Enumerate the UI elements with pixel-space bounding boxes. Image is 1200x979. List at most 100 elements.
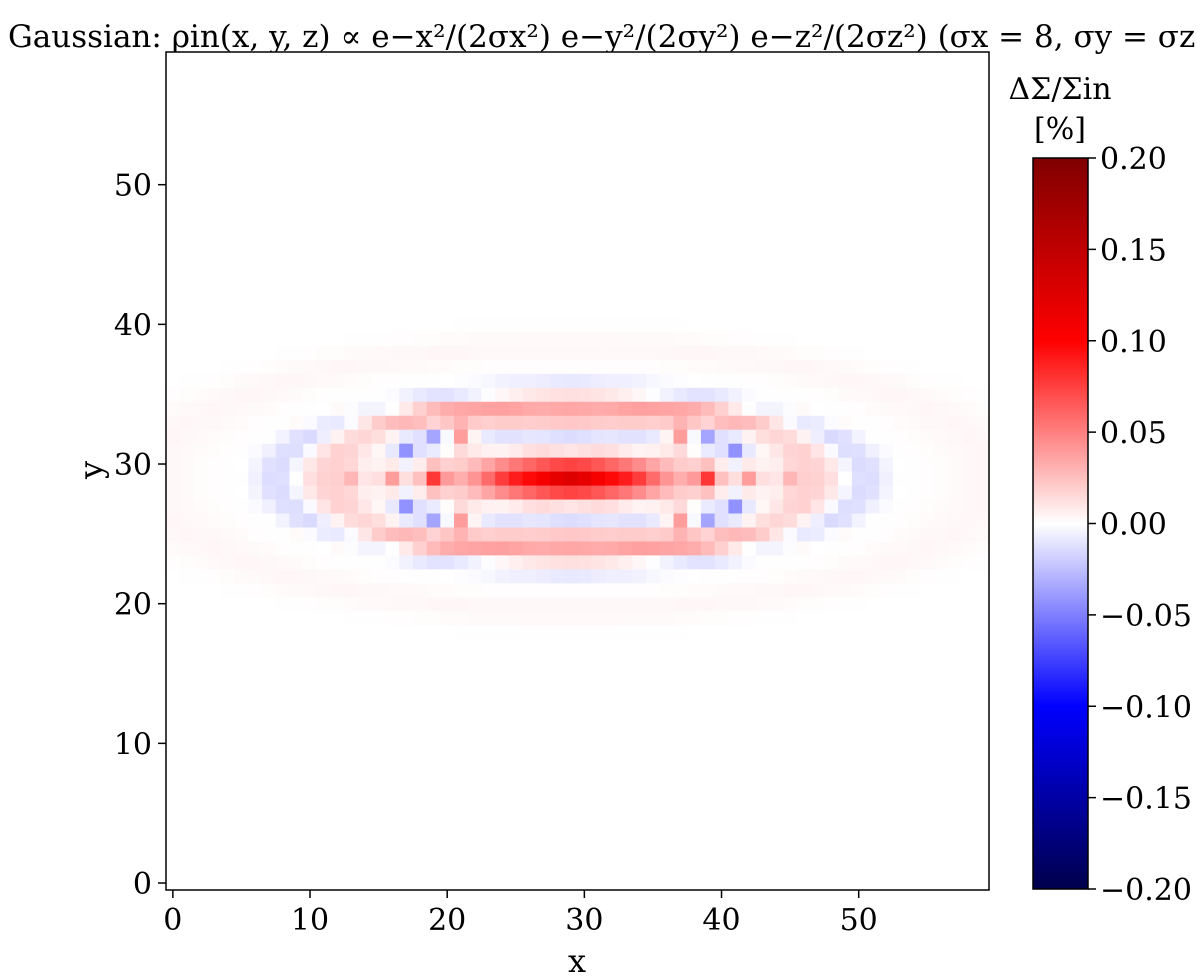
heatmap-cell — [344, 429, 359, 444]
heatmap-cell — [358, 484, 373, 500]
heatmap-cell — [810, 736, 825, 751]
heatmap-cell — [591, 471, 606, 486]
heatmap-cell — [358, 680, 373, 696]
heatmap-cell — [371, 135, 387, 151]
heatmap-cell — [714, 568, 729, 584]
heatmap-cell — [508, 163, 524, 179]
heatmap-cell — [714, 820, 729, 835]
heatmap-cell — [481, 792, 496, 807]
heatmap-cell — [330, 708, 345, 723]
heatmap-cell — [632, 205, 647, 221]
heatmap-cell — [262, 317, 277, 332]
heatmap-cell — [879, 52, 894, 67]
heatmap-cell — [536, 471, 551, 486]
heatmap-cell — [316, 722, 332, 737]
heatmap-cell — [371, 694, 387, 710]
heatmap-cell — [687, 736, 702, 751]
heatmap-cell — [728, 526, 743, 542]
heatmap-cell — [193, 582, 208, 598]
heatmap-cell — [289, 876, 304, 891]
heatmap-cell — [838, 610, 853, 626]
heatmap-cell — [783, 820, 798, 835]
heatmap-cell — [193, 107, 208, 123]
colorbar-tick-label: 0.05 — [1100, 416, 1167, 451]
heatmap-cell — [399, 191, 414, 207]
heatmap-cell — [700, 512, 716, 528]
heatmap-cell — [262, 876, 277, 891]
heatmap-cell — [673, 652, 688, 668]
heatmap-cell — [358, 862, 373, 877]
heatmap-cell — [783, 764, 798, 779]
heatmap-cell — [179, 680, 195, 696]
heatmap-cell — [563, 79, 579, 95]
heatmap-cell — [892, 79, 908, 95]
heatmap-cell — [604, 149, 620, 165]
heatmap-cell — [604, 457, 620, 472]
heatmap-cell — [426, 121, 441, 137]
heatmap-cell — [673, 498, 688, 514]
heatmap-cell — [207, 708, 222, 723]
heatmap-cell — [755, 177, 771, 193]
heatmap-cell — [783, 65, 798, 81]
heatmap-cell — [646, 484, 661, 500]
heatmap-cell — [961, 401, 976, 416]
heatmap-cell — [179, 205, 195, 221]
heatmap-cell — [865, 484, 880, 500]
heatmap-cell — [810, 471, 825, 486]
heatmap-cell — [769, 303, 784, 318]
heatmap-cell — [796, 247, 812, 263]
heatmap-cell — [289, 317, 304, 332]
heatmap-cell — [166, 666, 181, 682]
heatmap-cell — [728, 65, 743, 81]
heatmap-cell — [659, 834, 675, 849]
heatmap-cell — [728, 708, 743, 723]
heatmap-cell — [577, 163, 592, 179]
heatmap-cell — [166, 191, 181, 207]
heatmap-cell — [810, 233, 825, 249]
heatmap-cell — [166, 610, 181, 626]
heatmap-cell — [454, 652, 469, 668]
heatmap-cell — [577, 540, 592, 556]
heatmap-cell — [289, 359, 304, 374]
heatmap-cell — [385, 387, 400, 402]
heatmap-cell — [440, 471, 455, 486]
heatmap-cell — [975, 303, 990, 318]
heatmap-cell — [412, 834, 428, 849]
heatmap-cell — [440, 638, 455, 654]
heatmap-cell — [577, 205, 592, 221]
heatmap-cell — [550, 722, 565, 737]
heatmap-cell — [358, 205, 373, 221]
heatmap-cell — [234, 666, 249, 682]
heatmap-cell — [330, 401, 345, 416]
heatmap-cell — [563, 526, 579, 542]
heatmap-cell — [646, 652, 661, 668]
heatmap-cell — [330, 373, 345, 388]
heatmap-cell — [838, 862, 853, 877]
heatmap-cell — [687, 261, 702, 277]
heatmap-cell — [220, 261, 236, 277]
x-tick-label: 50 — [840, 903, 878, 938]
heatmap-cell — [467, 429, 483, 444]
heatmap-cell — [275, 359, 291, 374]
heatmap-cell — [934, 876, 949, 891]
heatmap-cell — [961, 93, 976, 109]
heatmap-cell — [166, 471, 181, 486]
colorbar-label: ΔΣ/Σin — [1008, 72, 1111, 107]
heatmap-cell — [659, 526, 675, 542]
heatmap-cell — [838, 778, 853, 793]
heatmap-cell — [934, 52, 949, 67]
y-tick-label: 20 — [114, 588, 152, 623]
heatmap-cell — [316, 191, 332, 207]
heatmap-cell — [838, 121, 853, 137]
heatmap-cell — [769, 429, 784, 444]
heatmap-cell — [742, 652, 757, 668]
heatmap-cell — [262, 233, 277, 249]
heatmap-cell — [796, 512, 812, 528]
heatmap-cell — [508, 624, 524, 640]
heatmap-cell — [591, 401, 606, 416]
heatmap-cell — [303, 582, 318, 598]
heatmap-cell — [412, 443, 428, 458]
heatmap-cell — [577, 429, 592, 444]
heatmap-cell — [769, 540, 784, 556]
heatmap-cell — [399, 484, 414, 500]
